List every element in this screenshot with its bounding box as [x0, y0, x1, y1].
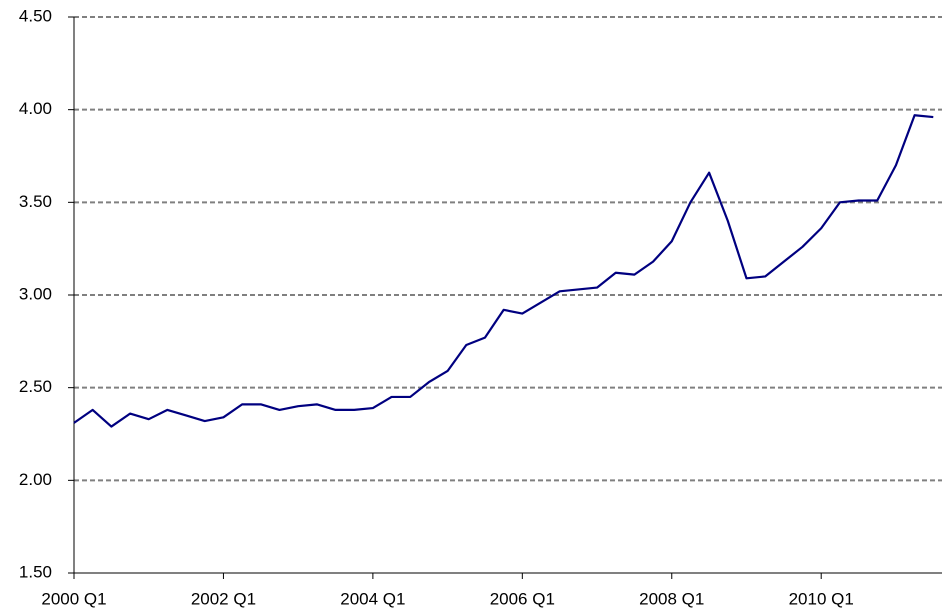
x-tick-label: 2002 Q1 — [191, 589, 256, 608]
x-tick-label: 2008 Q1 — [639, 589, 704, 608]
y-tick-label: 2.00 — [19, 470, 52, 489]
x-tick-label: 2006 Q1 — [490, 589, 555, 608]
y-tick-label: 3.00 — [19, 284, 52, 303]
y-tick-label: 3.50 — [19, 192, 52, 211]
x-tick-label: 2000 Q1 — [41, 589, 106, 608]
data-line — [73, 114, 934, 428]
x-tick-label: 2010 Q1 — [789, 589, 854, 608]
y-tick-label: 4.50 — [19, 6, 52, 25]
x-tick-label: 2004 Q1 — [340, 589, 405, 608]
y-tick-label: 1.50 — [19, 562, 52, 581]
y-tick-label: 4.00 — [19, 99, 52, 118]
y-tick-label: 2.50 — [19, 377, 52, 396]
